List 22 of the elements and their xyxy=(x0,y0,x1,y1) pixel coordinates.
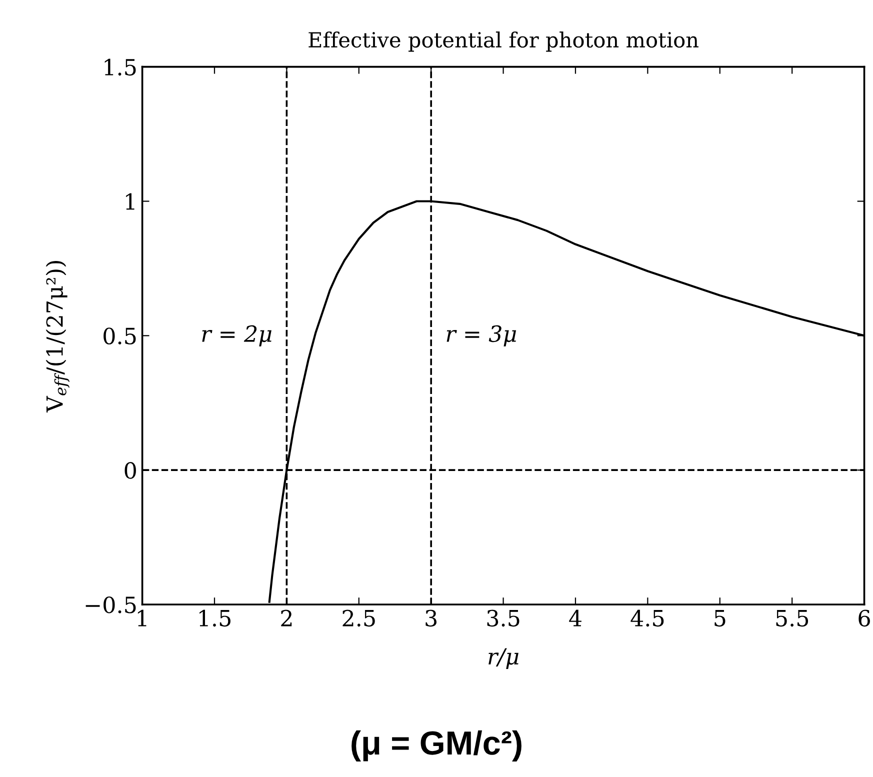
x-tick-label: 1.5 xyxy=(200,610,230,627)
x-tick-label: 6 xyxy=(858,610,870,627)
y-tick-label: 0 xyxy=(124,462,136,479)
text: (μ = GM/c²) xyxy=(352,730,522,762)
y-tick-label: 1.5 xyxy=(104,58,136,76)
y-tick-label: 0.5 xyxy=(104,328,136,344)
chart-title: Effective potential for photon motion xyxy=(308,32,698,52)
y-tick-label: 1 xyxy=(126,193,134,210)
y-axis-title: V$_{eff}$/(1/(27μ²)) xyxy=(46,261,70,412)
x-tick-label: 2 xyxy=(281,610,292,626)
x-tick-label: 5 xyxy=(714,610,726,627)
x-tick-label: 2.5 xyxy=(342,610,375,627)
x-tick-label: 3 xyxy=(426,610,437,627)
x-tick-label: 5.5 xyxy=(776,610,808,627)
x-axis-title: r/μ xyxy=(488,648,518,670)
x-tick-label: 4 xyxy=(569,610,582,626)
y-tick-label: −0.5 xyxy=(86,596,136,614)
x-tick-label: 4.5 xyxy=(630,610,664,627)
ref-line-label: r = 2μ xyxy=(202,325,272,346)
x-tick-label: 1 xyxy=(138,610,146,626)
ref-line-label: r = 3μ xyxy=(446,325,516,346)
x-tick-label: 3.5 xyxy=(487,610,520,627)
